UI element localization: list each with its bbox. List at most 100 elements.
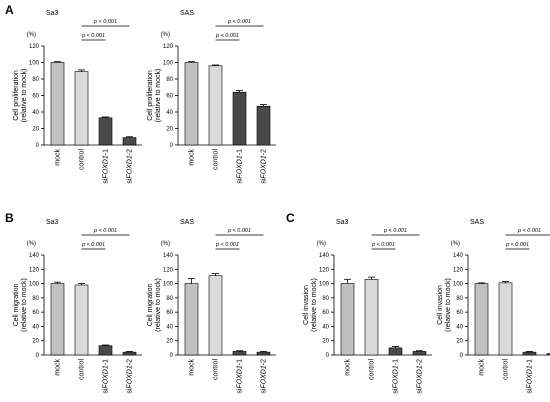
chart-title: Sa3 [46,219,59,226]
p-value-label: p < 0.001 [227,19,251,25]
y-axis-title: Cell migration [13,283,20,326]
bar [208,65,223,146]
y-tick-label: 60 [166,94,173,100]
category-label-part: FOXD1 [261,155,268,178]
category-label-part: si [103,178,110,184]
y-tick-label: 60 [166,310,173,316]
bar [184,62,199,146]
p-value-label: p < 0.001 [215,242,239,248]
category-label-part: FOXD1 [261,365,268,388]
p-value-label: p < 0.001 [215,33,239,39]
y-tick-label: 140 [453,253,464,259]
y-axis-unit: (%) [161,241,170,247]
y-tick-label: 120 [163,267,174,273]
bar [412,351,427,356]
y-tick-label: 120 [29,44,40,50]
y-tick-label: 120 [163,44,174,50]
y-tick-label: 0 [36,353,40,359]
y-tick-label: 120 [29,267,40,273]
bar [208,275,223,356]
y-axis-title: Cell invasion [437,285,444,325]
x-category-label: mock [479,359,486,376]
bar [546,353,550,356]
category-label-part: si [127,178,134,184]
charts-layer: Sa3(%)Cell proliferation (relative to moc… [13,10,550,394]
category-label-part: FOXD1 [527,365,534,388]
bar [474,283,489,356]
panel-label-c: C [286,211,295,225]
x-category-label: siFOXD1-2 [417,359,424,394]
x-category-label: mock [189,149,196,166]
category-label-part: -1 [527,359,534,365]
y-tick-label: 60 [456,310,463,316]
category-label-part: control [213,149,220,170]
y-tick-label: 140 [29,253,40,259]
category-label-part: si [237,178,244,184]
p-value-label: p < 0.001 [371,242,395,248]
bar [98,345,113,356]
p-value-label: p < 0.001 [93,19,117,25]
y-tick-label: 60 [322,310,329,316]
category-label-part: si [261,388,268,394]
p-value-label: p < 0.001 [383,228,407,234]
x-category-label: siFOXD1-1 [237,359,244,394]
x-category-label: control [213,149,220,170]
chart-c-sa3: Sa3 (%) Cell invasion (relative to mock) 0 20… [303,219,432,394]
y-tick-label: 40 [32,110,39,116]
chart-title: SAS [470,219,484,226]
bar [50,283,65,356]
y-axis-unit: (%) [27,32,36,38]
category-label-part: FOXD1 [103,365,110,388]
y-tick-label: 20 [456,339,463,345]
y-tick-label: 80 [166,77,173,83]
y-tick-label: 140 [163,253,174,259]
x-category-label: siFOXD1-1 [237,149,244,184]
x-category-label: control [369,359,376,380]
x-category-label: siFOXD1-1 [393,359,400,394]
y-tick-label: 0 [326,353,330,359]
p-value-label: p < 0.001 [505,242,529,248]
category-label-part: -1 [237,359,244,365]
y-tick-label: 60 [32,94,39,100]
bar [522,351,537,356]
category-label-part: -2 [127,149,134,155]
chart-title: Sa3 [336,219,349,226]
category-label-part: control [79,359,86,380]
category-label-part: -1 [103,149,110,155]
x-category-label: siFOXD1-1 [103,359,110,394]
y-axis-unit: (%) [317,241,326,247]
category-label-part: si [417,388,424,394]
category-label-part: FOXD1 [237,365,244,388]
category-label-part: FOXD1 [103,155,110,178]
bar [74,284,89,356]
chart-c-sas: SAS (%) Cell invasion (relative to mock) 0 20… [437,219,550,394]
chart-title: SAS [180,219,194,226]
chart-a-sas: SAS (%) Cell proliferation (relative to moc… [147,10,276,184]
bar [256,351,271,356]
category-label-part: mock [55,149,62,166]
x-category-label: siFOXD1-2 [127,359,134,394]
x-category-label: mock [189,359,196,376]
y-axis-title: (relative to mock) [21,69,28,123]
y-tick-label: 80 [32,296,39,302]
category-label-part: si [127,388,134,394]
category-label-part: si [261,178,268,184]
y-axis-title: (relative to mock) [155,278,162,332]
y-tick-label: 100 [163,61,174,67]
y-axis-title: (relative to mock) [155,69,162,123]
x-category-label: siFOXD1-2 [261,359,268,394]
y-axis-title: (relative to mock) [445,278,452,332]
chart-b-sas: SAS (%) Cell migration (relative to mock) 0 2… [147,219,276,394]
chart-title: Sa3 [46,10,59,17]
bar [232,351,247,356]
y-tick-label: 0 [460,353,464,359]
y-tick-label: 80 [32,77,39,83]
x-category-label: mock [55,149,62,166]
category-label-part: mock [345,359,352,376]
category-label-part: si [237,388,244,394]
category-label-part: FOXD1 [237,155,244,178]
bar [122,137,137,146]
category-label-part: mock [189,359,196,376]
x-category-label: mock [345,359,352,376]
y-tick-label: 80 [456,296,463,302]
